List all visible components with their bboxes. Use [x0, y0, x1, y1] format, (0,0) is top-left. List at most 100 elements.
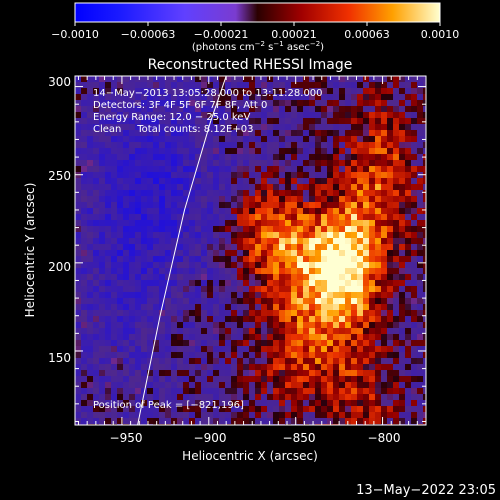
heatmap-cell — [177, 172, 184, 179]
heatmap-cell — [423, 232, 426, 239]
heatmap-cell — [279, 118, 286, 125]
heatmap-cell — [75, 124, 82, 131]
heatmap-cell — [423, 214, 426, 221]
heatmap-cell — [333, 262, 340, 269]
heatmap-cell — [273, 202, 280, 209]
heatmap-cell — [195, 142, 202, 149]
heatmap-cell — [345, 364, 352, 371]
heatmap-cell — [147, 172, 154, 179]
heatmap-cell — [99, 346, 106, 353]
heatmap-cell — [81, 232, 88, 239]
heatmap-cell — [189, 418, 196, 425]
heatmap-cell — [411, 130, 418, 137]
heatmap-cell — [105, 298, 112, 305]
heatmap-cell — [411, 400, 418, 407]
heatmap-cell — [75, 100, 82, 107]
heatmap-cell — [345, 94, 352, 101]
heatmap-cell — [237, 118, 244, 125]
heatmap-cell — [171, 412, 178, 419]
heatmap-cell — [297, 220, 304, 227]
heatmap-cell — [297, 304, 304, 311]
heatmap-cell — [279, 334, 286, 341]
heatmap-cell — [207, 232, 214, 239]
heatmap-cell — [177, 136, 184, 143]
heatmap-cell — [351, 112, 358, 119]
heatmap-cell — [75, 88, 82, 95]
heatmap-cell — [171, 172, 178, 179]
heatmap-cell — [141, 370, 148, 377]
heatmap-cell — [81, 322, 88, 329]
heatmap-cell — [189, 244, 196, 251]
heatmap-cell — [117, 352, 124, 359]
heatmap-cell — [81, 280, 88, 287]
heatmap-cell — [339, 340, 346, 347]
heatmap-cell — [351, 142, 358, 149]
heatmap-cell — [285, 274, 292, 281]
heatmap-cell — [111, 232, 118, 239]
heatmap-cell — [99, 94, 106, 101]
heatmap-cell — [255, 394, 262, 401]
heatmap-cell — [339, 190, 346, 197]
heatmap-cell — [423, 238, 426, 245]
heatmap-cell — [237, 124, 244, 131]
heatmap-cell — [285, 352, 292, 359]
heatmap-cell — [255, 250, 262, 257]
heatmap-cell — [117, 388, 124, 395]
heatmap-cell — [117, 214, 124, 221]
heatmap-cell — [267, 250, 274, 257]
heatmap-cell — [321, 136, 328, 143]
heatmap-cell — [213, 208, 220, 215]
heatmap-cell — [405, 232, 412, 239]
heatmap-cell — [303, 394, 310, 401]
heatmap-cell — [231, 238, 238, 245]
heatmap-cell — [417, 322, 424, 329]
heatmap-cell — [411, 208, 418, 215]
heatmap-cell — [339, 124, 346, 131]
heatmap-cell — [117, 412, 124, 419]
heatmap-cell — [267, 286, 274, 293]
heatmap-cell — [195, 280, 202, 287]
heatmap-cell — [279, 76, 286, 83]
heatmap-cell — [129, 160, 136, 167]
heatmap-cell — [123, 232, 130, 239]
heatmap-cell — [273, 316, 280, 323]
heatmap-cell — [399, 238, 406, 245]
heatmap-cell — [111, 82, 118, 89]
heatmap-cell — [237, 130, 244, 137]
heatmap-cell — [297, 154, 304, 161]
heatmap-cell — [237, 178, 244, 185]
heatmap-cell — [279, 292, 286, 299]
heatmap-cell — [387, 352, 394, 359]
heatmap-cell — [363, 328, 370, 335]
heatmap-cell — [315, 262, 322, 269]
heatmap-cell — [411, 190, 418, 197]
heatmap-cell — [177, 118, 184, 125]
heatmap-cell — [189, 262, 196, 269]
heatmap-cell — [201, 82, 208, 89]
heatmap-cell — [297, 334, 304, 341]
colorbar-tick-label: 0.0010 — [421, 28, 460, 41]
heatmap-cell — [273, 226, 280, 233]
heatmap-cell — [99, 226, 106, 233]
heatmap-cell — [225, 394, 232, 401]
heatmap-cell — [345, 256, 352, 263]
heatmap-cell — [237, 112, 244, 119]
heatmap-cell — [393, 118, 400, 125]
heatmap-cell — [393, 94, 400, 101]
heatmap-cell — [339, 334, 346, 341]
heatmap-cell — [411, 244, 418, 251]
heatmap-cell — [297, 226, 304, 233]
heatmap-cell — [339, 142, 346, 149]
heatmap-cell — [369, 100, 376, 107]
heatmap-cell — [375, 256, 382, 263]
heatmap-cell — [231, 274, 238, 281]
heatmap-cell — [117, 274, 124, 281]
heatmap-cell — [249, 148, 256, 155]
heatmap-cell — [111, 340, 118, 347]
heatmap-cell — [327, 310, 334, 317]
x-tick-label: −900 — [194, 431, 227, 445]
heatmap-cell — [81, 310, 88, 317]
heatmap-cell — [411, 304, 418, 311]
heatmap-cell — [87, 268, 94, 275]
heatmap-cell — [399, 364, 406, 371]
